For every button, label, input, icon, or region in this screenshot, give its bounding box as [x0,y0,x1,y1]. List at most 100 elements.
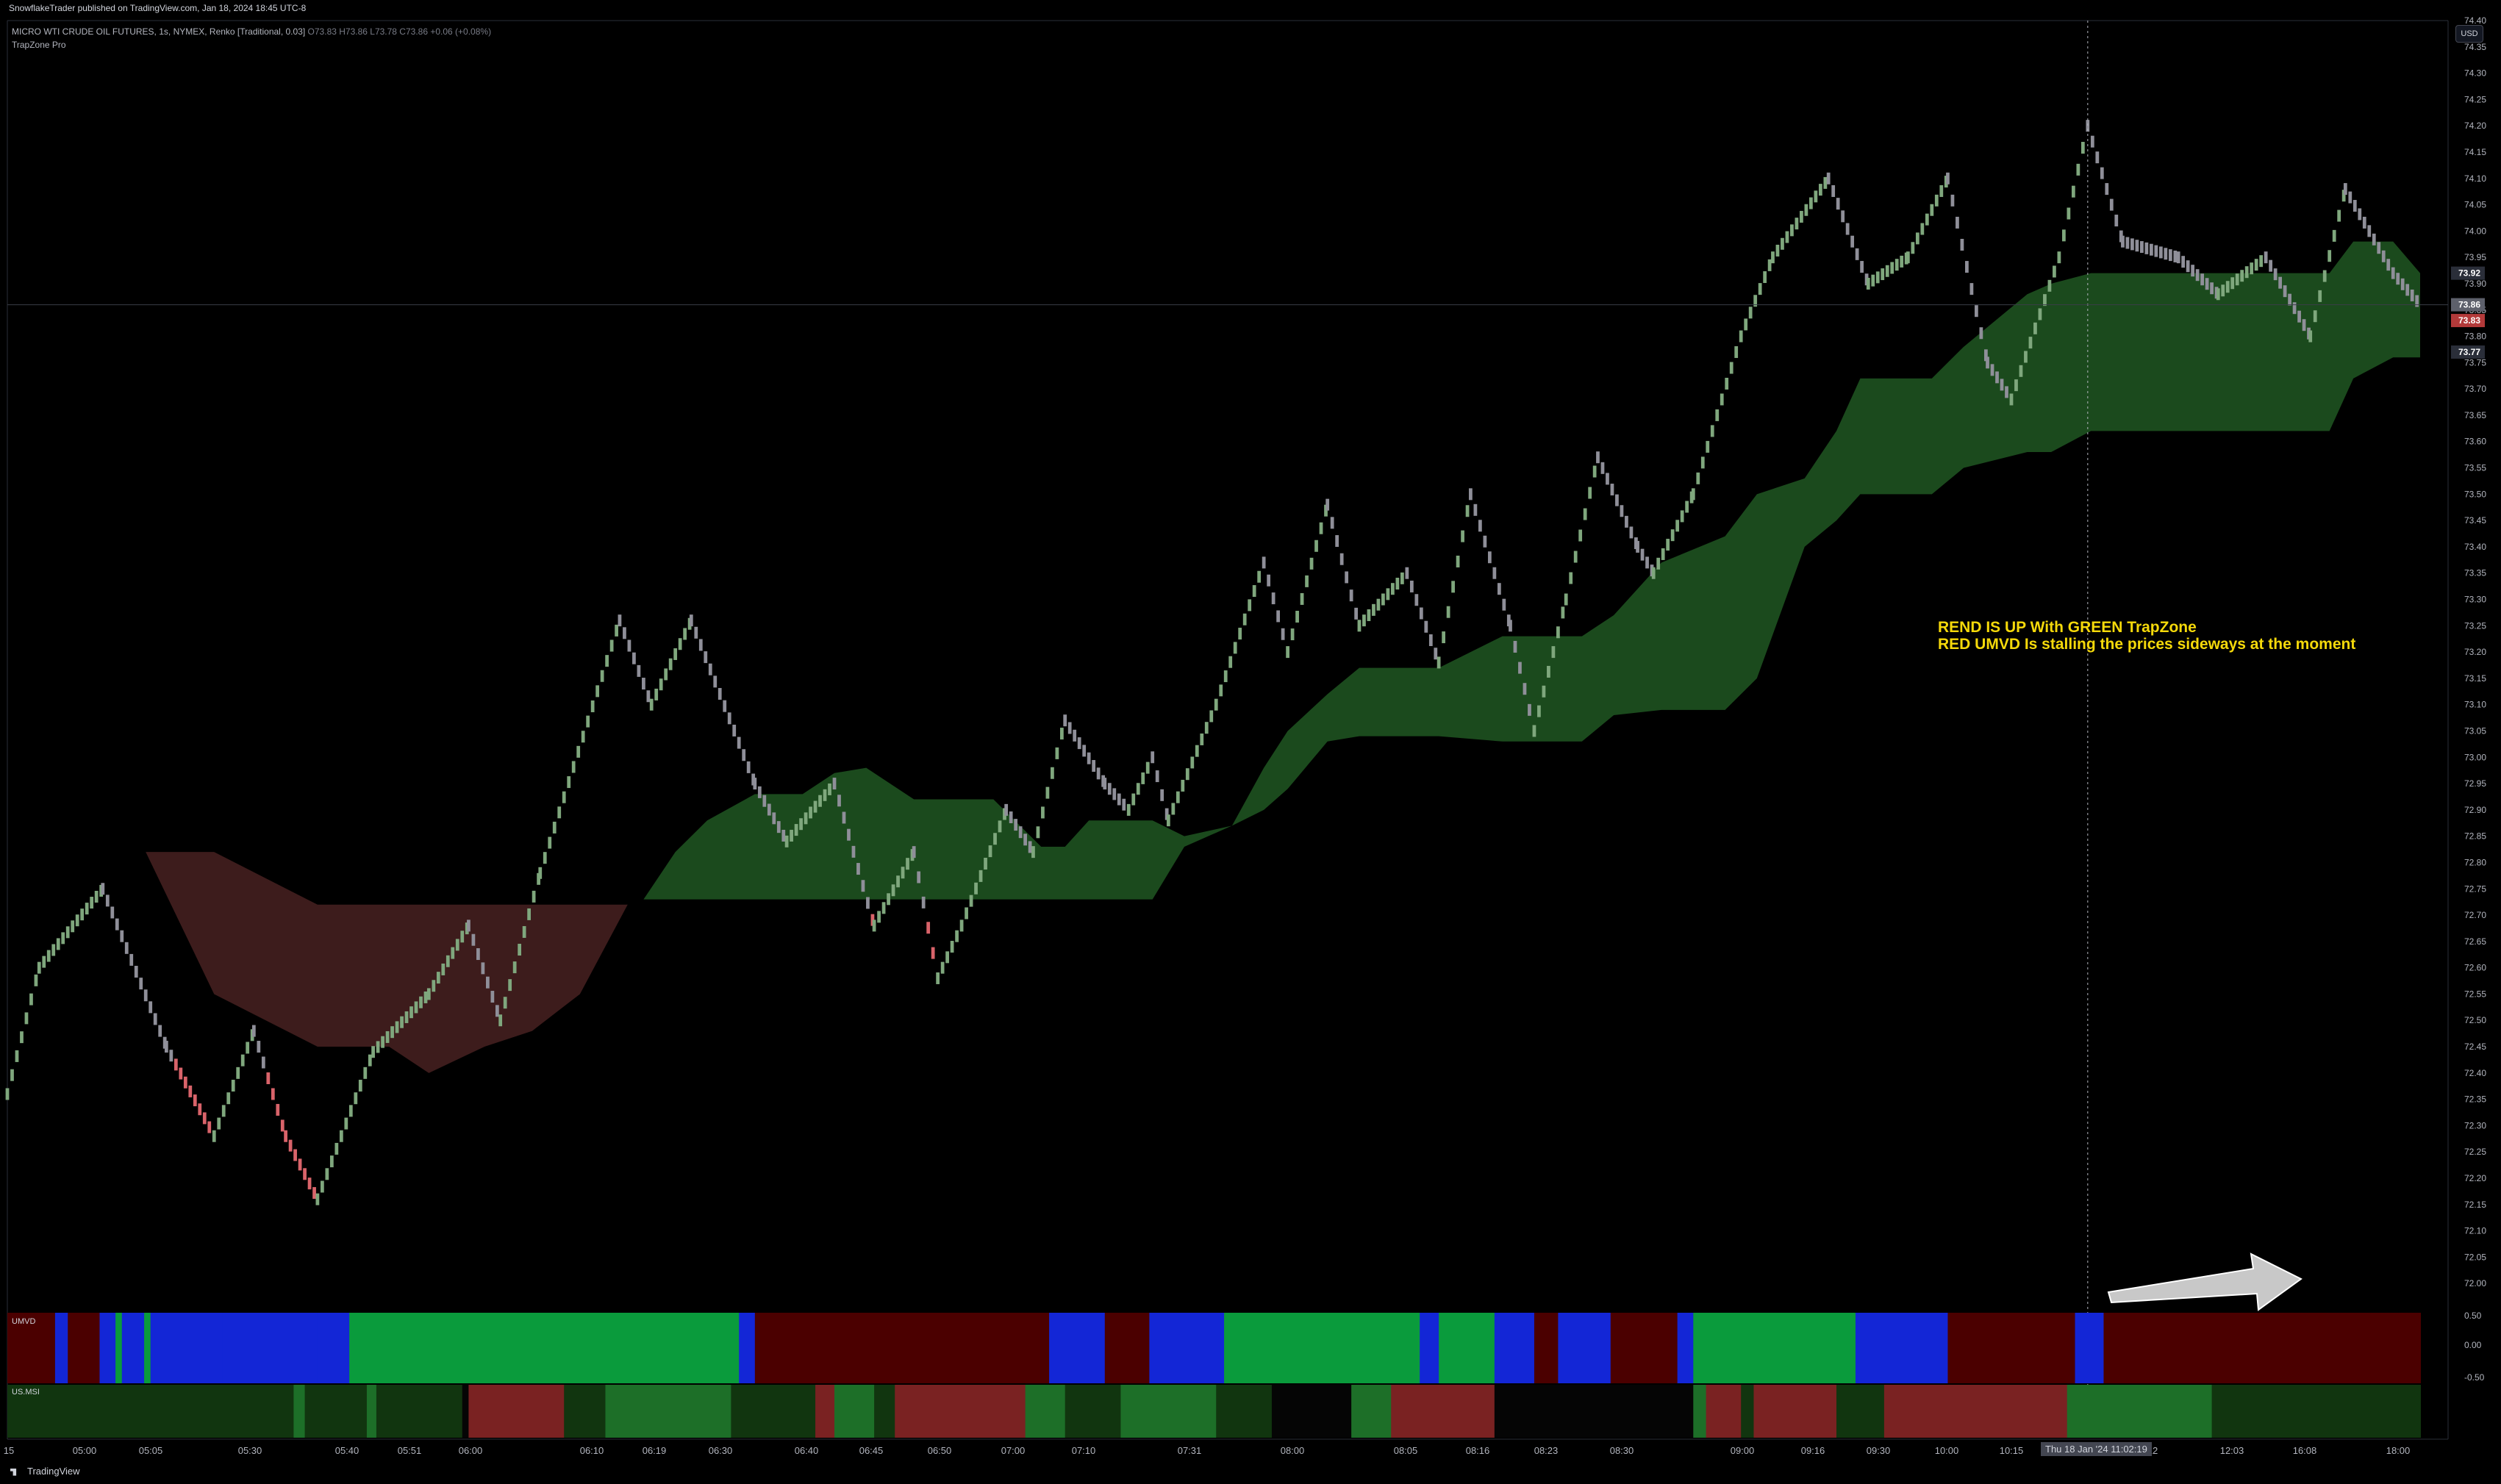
renko-brick [936,972,940,984]
renko-brick [1281,628,1285,640]
renko-brick [2076,163,2080,176]
renko-brick [110,906,115,919]
price-tick-label: 72.40 [2464,1068,2486,1078]
renko-brick [2337,209,2341,222]
renko-brick [969,895,973,907]
renko-brick [881,902,886,914]
renko-brick [1881,268,1885,281]
renko-brick [1151,751,1155,764]
renko-brick [1295,610,1299,623]
renko-brick [1185,768,1189,781]
renko-brick [998,820,1002,833]
renko-brick [790,829,793,842]
renko-brick [2367,225,2372,237]
renko-brick [1629,526,1634,539]
renko-brick [1181,779,1185,792]
umvd-segment [222,1313,318,1383]
renko-brick [2400,278,2405,290]
renko-brick [1107,783,1112,795]
renko-brick [1271,592,1275,605]
renko-brick [303,1168,307,1180]
price-tick-label: 72.10 [2464,1226,2486,1236]
renko-brick [2144,242,2149,254]
renko-brick [2230,277,2235,290]
renko-brick [101,883,105,895]
renko-brick [2176,251,2180,264]
renko-brick [1424,620,1428,633]
renko-brick [426,988,431,1000]
umvd-segment [2103,1313,2421,1383]
renko-brick [1004,803,1009,816]
umvd-segment [144,1313,151,1383]
renko-brick [455,939,459,951]
renko-brick [2318,290,2322,302]
renko-brick [632,652,636,664]
renko-brick [2410,289,2414,301]
time-tick-label: 08:05 [1394,1445,1418,1456]
renko-brick [1866,277,1870,290]
renko-brick [1309,557,1314,570]
renko-brick [1436,656,1441,669]
indicator-title[interactable]: TrapZone Pro [12,40,66,50]
renko-brick [1473,503,1478,516]
renko-brick [1195,745,1199,757]
msi-segment [895,1385,978,1438]
renko-brick [1818,184,1822,196]
renko-brick [1257,570,1262,583]
renko-brick [1542,685,1546,698]
renko-brick [2278,276,2282,289]
price-tick-label: 72.90 [2464,805,2486,815]
renko-brick [1400,572,1404,584]
currency-button[interactable]: USD [2455,25,2483,43]
symbol-title[interactable]: MICRO WTI CRUDE OIL FUTURES, 1s, NYMEX, … [12,26,306,37]
renko-brick [2332,229,2336,242]
renko-brick [1934,194,1939,207]
renko-brick [179,1067,183,1080]
price-tick-label: 74.05 [2464,200,2486,210]
renko-brick [2405,284,2410,296]
renko-brick [1478,520,1482,532]
renko-brick [358,1080,362,1092]
time-tick-label: 07:10 [1072,1445,1096,1456]
renko-brick [2292,302,2297,315]
price-tick-label: 72.55 [2464,989,2486,999]
renko-brick [742,749,746,761]
renko-brick [649,698,654,711]
renko-brick [1082,745,1087,757]
renko-brick [1073,729,1077,742]
renko-brick [1753,295,1758,307]
renko-brick [1666,539,1670,551]
renko-brick [1018,826,1023,839]
renko-brick [2014,379,2018,392]
renko-brick [471,933,476,946]
renko-brick [1339,553,1344,565]
renko-brick [1386,588,1390,601]
renko-brick [1946,172,1950,184]
renko-brick [508,979,512,992]
renko-brick [2225,281,2230,293]
msi-segment [1706,1385,1742,1438]
renko-brick [124,942,129,954]
renko-brick [746,761,751,773]
renko-brick [713,675,718,688]
price-tick-label: 74.40 [2464,15,2486,26]
renko-brick [1160,789,1164,801]
renko-brick [1748,307,1753,319]
msi-segment [1271,1385,1353,1438]
renko-brick [1930,204,1934,216]
umvd-segment [1494,1313,1535,1383]
renko-brick [1055,747,1059,759]
renko-brick [460,931,465,943]
renko-brick [974,882,978,895]
time-tick-label: 09:00 [1731,1445,1755,1456]
usmsi-pane-label: US.MSI [12,1388,40,1397]
renko-brick [5,1088,10,1100]
renko-brick [1850,235,1855,248]
renko-brick [476,948,480,961]
renko-brick [1513,640,1517,653]
renko-brick [1588,487,1592,499]
renko-brick [993,833,997,845]
renko-brick [1720,393,1724,406]
renko-brick [1305,575,1309,587]
